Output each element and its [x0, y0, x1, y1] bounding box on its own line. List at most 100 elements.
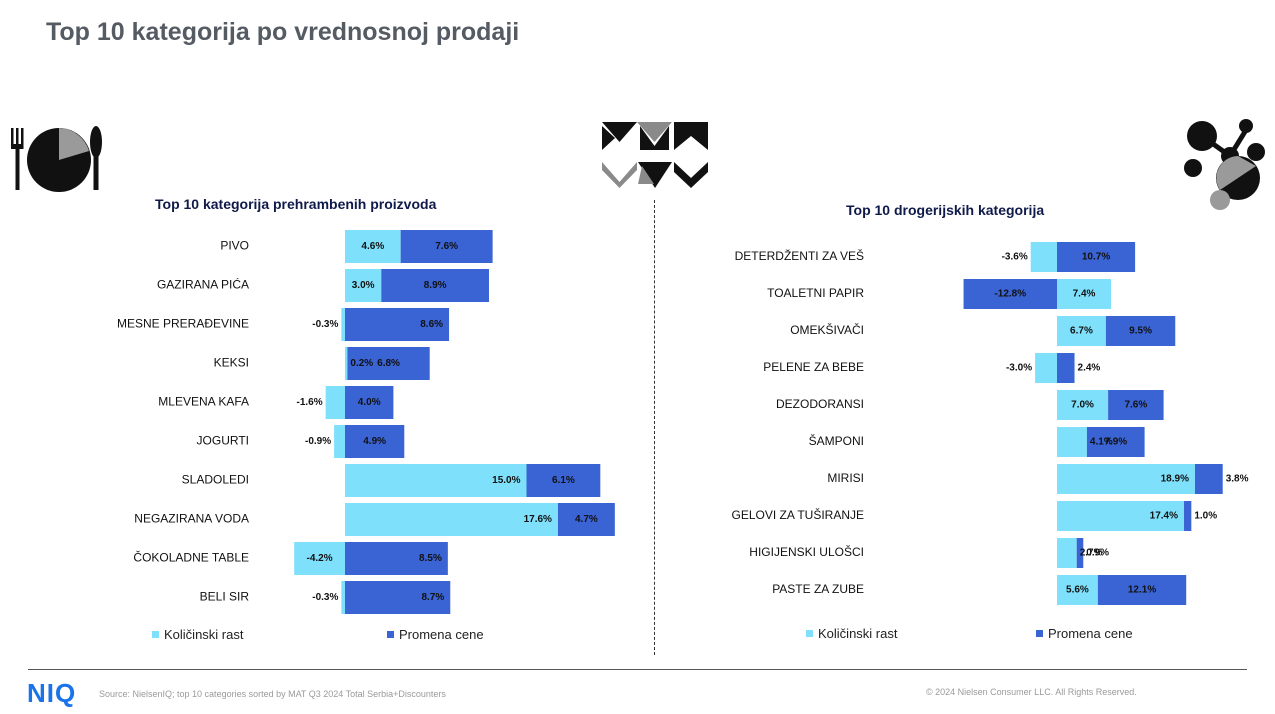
- bar-kolicinski-rast: [1057, 538, 1077, 568]
- bar-kolicinski-rast: [334, 425, 345, 458]
- category-label: MLEVENA KAFA: [158, 395, 249, 409]
- plate-cutlery-icon: [11, 126, 102, 192]
- data-label: 18.9%: [1161, 474, 1189, 485]
- category-label: DEZODORANSI: [776, 397, 864, 411]
- bar-kolicinski-rast: [345, 269, 382, 302]
- panel-divider: [654, 200, 655, 655]
- page-title: Top 10 kategorija po vrednosnoj prodaji: [46, 18, 520, 46]
- brand-chevron-pattern-icon: [602, 122, 708, 188]
- category-label: GAZIRANA PIĆA: [157, 277, 249, 292]
- category-label: ČOKOLADNE TABLE: [133, 550, 249, 565]
- data-label: -0.9%: [305, 436, 331, 447]
- right-chart-title: Top 10 drogerijskih kategorija: [846, 202, 1045, 218]
- data-label: 4.9%: [363, 436, 386, 447]
- category-label: ŠAMPONI: [809, 433, 864, 448]
- category-label: TOALETNI PAPIR: [767, 286, 864, 300]
- category-label: MIRISI: [827, 471, 864, 485]
- bar-promena-cene: [1194, 464, 1223, 494]
- bar-promena-cene: [1057, 242, 1136, 272]
- category-label: MESNE PRERAĐEVINE: [117, 317, 249, 331]
- data-label: 8.5%: [419, 553, 442, 564]
- bar-kolicinski-rast: [1057, 464, 1195, 494]
- category-label: JOGURTI: [197, 434, 249, 448]
- bar-kolicinski-rast: [1057, 575, 1098, 605]
- category-label: PELENE ZA BEBE: [763, 360, 864, 374]
- data-label: 5.6%: [1066, 585, 1089, 596]
- data-label: 3.8%: [1226, 474, 1249, 485]
- bar-kolicinski-rast: [1057, 427, 1087, 457]
- data-label: -1.6%: [297, 397, 323, 408]
- category-label: BELI SIR: [200, 590, 250, 604]
- bar-kolicinski-rast: [294, 542, 345, 575]
- data-label: 4.6%: [361, 241, 384, 252]
- bar-promena-cene: [345, 386, 394, 419]
- data-label: 0.9%: [1086, 548, 1109, 559]
- data-label: -12.8%: [994, 289, 1026, 300]
- bar-kolicinski-rast: [345, 464, 527, 497]
- category-label: GELOVI ZA TUŠIRANJE: [732, 507, 864, 522]
- bar-kolicinski-rast: [341, 581, 345, 614]
- bar-kolicinski-rast: [345, 503, 558, 536]
- bar-kolicinski-rast: [1030, 242, 1057, 272]
- molecule-icon: [1184, 119, 1265, 210]
- data-label: 9.5%: [1129, 326, 1152, 337]
- niq-logo: NIQ: [27, 678, 77, 708]
- bar-promena-cene: [1086, 427, 1145, 457]
- legend-item-promena: Promena cene: [1036, 626, 1133, 641]
- bar-promena-cene: [557, 503, 615, 536]
- footer-divider: [28, 669, 1247, 670]
- data-label: 7.4%: [1073, 289, 1096, 300]
- category-label: SLADOLEDI: [182, 473, 249, 487]
- data-label: 17.4%: [1150, 511, 1178, 522]
- data-label: 7.6%: [435, 241, 458, 252]
- data-label: 7.6%: [1124, 400, 1147, 411]
- bar-promena-cene: [400, 230, 493, 263]
- copyright-note: © 2024 Nielsen Consumer LLC. All Rights …: [926, 687, 1137, 697]
- bar-promena-cene: [1105, 316, 1176, 346]
- category-label: NEGAZIRANA VODA: [134, 512, 249, 526]
- bar-promena-cene: [345, 308, 450, 341]
- category-label: PIVO: [220, 239, 249, 253]
- bar-promena-cene: [1076, 538, 1084, 568]
- data-label: 8.9%: [424, 280, 447, 291]
- data-label: -0.3%: [312, 592, 338, 603]
- bar-kolicinski-rast: [1057, 501, 1185, 531]
- category-label: PASTE ZA ZUBE: [772, 582, 864, 596]
- bar-promena-cene: [1057, 353, 1075, 383]
- data-label: 3.0%: [352, 280, 375, 291]
- data-label: 2.7%: [1080, 548, 1103, 559]
- bar-kolicinski-rast: [1057, 316, 1106, 346]
- bar-kolicinski-rast: [1057, 279, 1112, 309]
- bar-promena-cene: [526, 464, 601, 497]
- bar-kolicinski-rast: [1035, 353, 1057, 383]
- data-label: -3.6%: [1002, 252, 1028, 263]
- data-label: 2.4%: [1078, 363, 1101, 374]
- data-label: 17.6%: [524, 514, 552, 525]
- bar-promena-cene: [381, 269, 489, 302]
- category-label: DETERDŽENTI ZA VEŠ: [735, 248, 864, 263]
- data-label: 4.0%: [358, 397, 381, 408]
- data-label: -3.0%: [1006, 363, 1032, 374]
- bar-promena-cene: [345, 542, 448, 575]
- data-label: 0.2%: [350, 358, 373, 369]
- category-label: HIGIJENSKI ULOŠCI: [749, 544, 864, 559]
- data-label: 8.6%: [420, 319, 443, 330]
- data-label: 12.1%: [1128, 585, 1156, 596]
- data-label: 7.9%: [1104, 437, 1127, 448]
- data-label: 7.0%: [1071, 400, 1094, 411]
- bar-kolicinski-rast: [1057, 390, 1109, 420]
- legend-item-kolicinski: Količinski rast: [152, 627, 243, 642]
- category-label: KEKSI: [214, 356, 249, 370]
- legend-item-promena: Promena cene: [387, 627, 484, 642]
- bar-kolicinski-rast: [345, 230, 401, 263]
- data-label: 6.7%: [1070, 326, 1093, 337]
- left-chart-title: Top 10 kategorija prehrambenih proizvoda: [155, 196, 437, 212]
- bar-promena-cene: [1097, 575, 1187, 605]
- data-label: 10.7%: [1082, 252, 1110, 263]
- bar-kolicinski-rast: [341, 308, 345, 341]
- data-label: -4.2%: [307, 553, 333, 564]
- data-label: 6.8%: [377, 358, 400, 369]
- data-label: -0.3%: [312, 319, 338, 330]
- source-note: Source: NielsenIQ; top 10 categories sor…: [99, 689, 446, 699]
